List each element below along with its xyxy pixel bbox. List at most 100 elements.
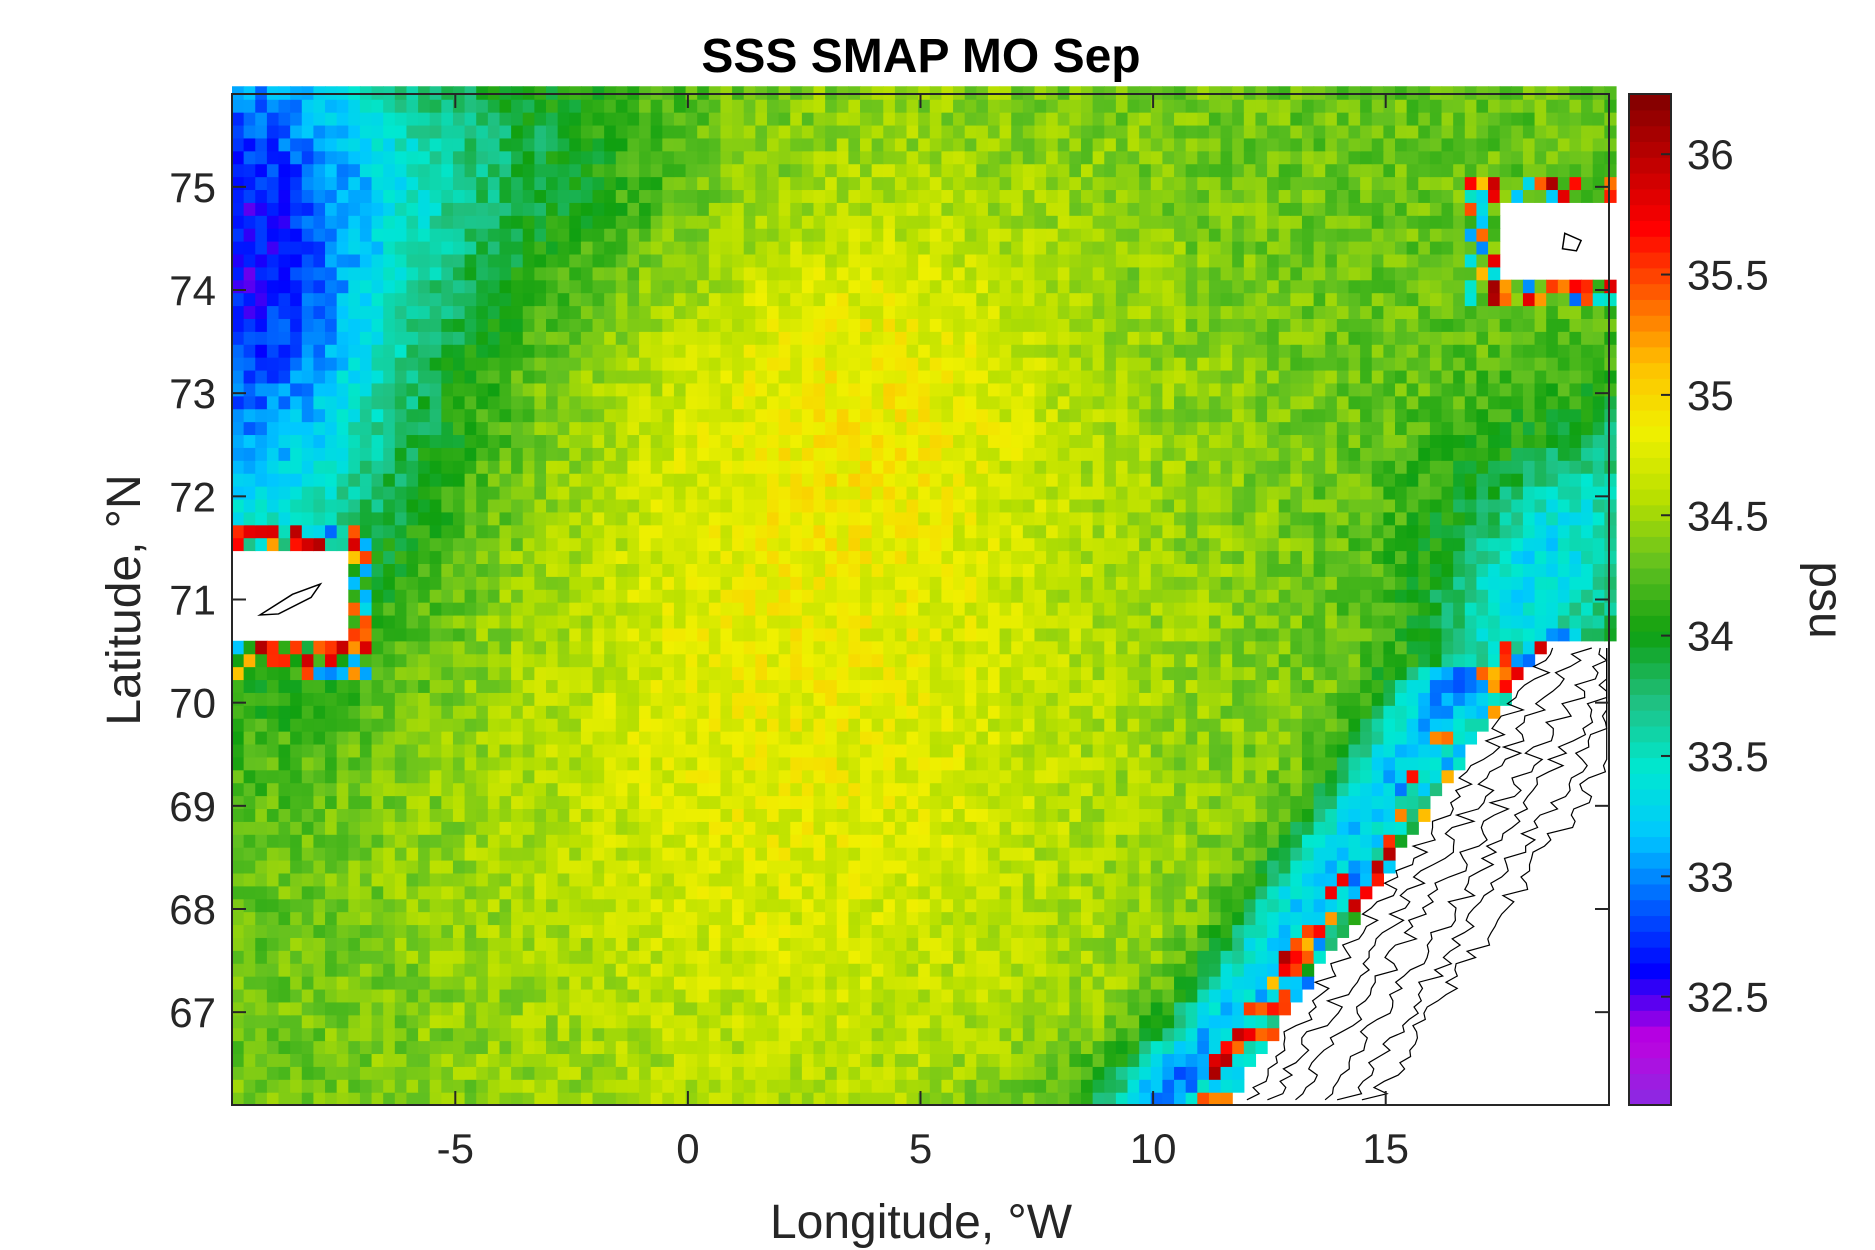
heatmap-cell — [290, 795, 303, 810]
heatmap-cell — [232, 1079, 245, 1093]
heatmap-cell — [639, 872, 652, 887]
heatmap-cell — [452, 589, 466, 603]
heatmap-cell — [441, 950, 454, 964]
heatmap-cell — [894, 705, 908, 719]
heatmap-cell — [801, 950, 815, 964]
heatmap-cell — [1034, 705, 1047, 719]
heatmap-cell — [266, 1053, 280, 1067]
heatmap-cell — [464, 872, 477, 887]
heatmap-cell — [1150, 847, 1164, 861]
heatmap-cell — [685, 821, 698, 835]
heatmap-cell — [662, 511, 675, 526]
heatmap-cell — [487, 537, 501, 552]
heatmap-cell — [441, 808, 454, 822]
heatmap-cell — [383, 898, 396, 913]
heatmap-cell — [1104, 731, 1117, 745]
heatmap-cell — [359, 976, 373, 990]
heatmap-cell — [1092, 627, 1105, 642]
heatmap-cell — [1011, 834, 1024, 848]
heatmap-cell — [452, 511, 466, 526]
heatmap-cell — [697, 1053, 710, 1067]
heatmap-cell — [1150, 692, 1164, 706]
heatmap-cell — [848, 937, 861, 951]
heatmap-cell — [1232, 808, 1245, 822]
heatmap-cell — [929, 1040, 943, 1055]
heatmap-cell — [557, 614, 570, 629]
heatmap-cell — [1243, 834, 1257, 848]
heatmap-cell — [464, 498, 477, 513]
heatmap-cell — [639, 692, 652, 706]
heatmap-cell — [964, 679, 977, 693]
heatmap-cell — [1336, 666, 1350, 681]
heatmap-cell — [313, 692, 326, 706]
heatmap-cell — [1069, 1079, 1082, 1093]
heatmap-cell — [499, 808, 512, 822]
heatmap-cell — [929, 1066, 943, 1080]
heatmap-cell — [534, 498, 547, 513]
heatmap-cell — [336, 486, 349, 500]
heatmap-cell — [801, 666, 815, 681]
heatmap-cell — [801, 705, 815, 719]
heatmap-cell — [1301, 834, 1315, 848]
heatmap-cell — [1301, 602, 1315, 616]
heatmap-cell — [743, 1001, 756, 1016]
heatmap-cell — [964, 976, 977, 990]
heatmap-cell — [546, 859, 559, 874]
heatmap-cell — [732, 1027, 745, 1042]
heatmap-cell — [487, 1001, 501, 1016]
heatmap-cell — [941, 1079, 954, 1093]
heatmap-cell — [790, 885, 803, 900]
heatmap-cell — [1208, 1001, 1222, 1016]
heatmap-cell — [639, 963, 652, 977]
heatmap-cell — [418, 872, 431, 887]
heatmap-cell — [534, 769, 547, 784]
heatmap-cell — [813, 1053, 826, 1067]
heatmap-cell — [476, 1092, 489, 1106]
heatmap-cell — [1046, 692, 1059, 706]
heatmap-cell — [1301, 537, 1315, 552]
heatmap-cell — [825, 550, 838, 564]
heatmap-cell — [941, 988, 954, 1003]
heatmap-cell — [1057, 627, 1070, 642]
heatmap-cell — [1092, 976, 1105, 990]
heatmap-cell — [964, 524, 977, 539]
heatmap-cell — [255, 511, 268, 526]
heatmap-cell — [406, 898, 419, 913]
heatmap-cell — [429, 885, 442, 900]
heatmap-cell — [976, 498, 989, 513]
heatmap-cell — [720, 872, 733, 887]
heatmap-cell — [301, 769, 315, 784]
heatmap-cell — [685, 795, 698, 810]
heatmap-cell — [1418, 666, 1431, 681]
heatmap-cell — [557, 769, 570, 784]
heatmap-cell — [290, 1027, 303, 1042]
heatmap-cell — [580, 576, 594, 590]
heatmap-cell — [1301, 743, 1315, 758]
heatmap-cell — [604, 924, 617, 938]
heatmap-cell — [894, 937, 908, 951]
heatmap-cell — [394, 486, 408, 500]
heatmap-cell — [953, 640, 966, 655]
heatmap-cell — [522, 795, 535, 810]
heatmap-cell — [1313, 563, 1326, 577]
heatmap-cell — [778, 859, 791, 874]
heatmap-cell — [848, 563, 861, 577]
heatmap-cell — [708, 589, 722, 603]
heatmap-cell — [1476, 602, 1489, 616]
heatmap-cell — [290, 1001, 303, 1016]
heatmap-cell — [604, 537, 617, 552]
heatmap-cell — [348, 976, 361, 990]
heatmap-cell — [1208, 511, 1222, 526]
heatmap-cell — [813, 550, 826, 564]
heatmap-cell — [278, 473, 291, 487]
heatmap-cell — [615, 924, 629, 938]
heatmap-cell — [441, 1053, 454, 1067]
heatmap-cell — [418, 666, 431, 681]
heatmap-cell — [476, 1027, 489, 1042]
heatmap-cell — [1301, 511, 1315, 526]
heatmap-cell — [1150, 614, 1164, 629]
heatmap-cell — [511, 666, 524, 681]
heatmap-cell — [522, 885, 535, 900]
heatmap-cell — [894, 963, 908, 977]
heatmap-cell — [732, 653, 745, 668]
